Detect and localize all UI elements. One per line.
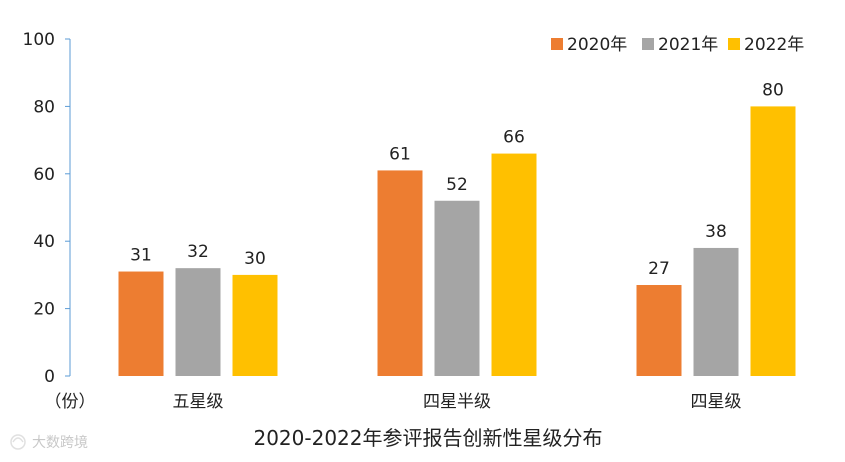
axis-layer: 0 20 40 60 80 100 <box>23 30 71 387</box>
y-tick-label: 80 <box>33 97 55 117</box>
bar <box>750 106 796 377</box>
bar <box>491 153 537 376</box>
bars-layer <box>118 106 796 377</box>
data-label: 31 <box>130 246 152 266</box>
bar <box>175 268 221 376</box>
legend-swatch <box>642 38 654 50</box>
data-label: 80 <box>762 80 784 100</box>
y-tick-label: 0 <box>44 367 55 387</box>
data-label: 27 <box>648 259 670 279</box>
legend-label: 2020年 <box>567 35 627 55</box>
legend-item: 2022年 <box>728 35 804 55</box>
watermark-logo-icon <box>10 434 26 450</box>
y-unit-label: （份） <box>45 392 96 412</box>
legend-swatch <box>551 38 563 50</box>
legend: 2020年 2021年 2022年 <box>551 35 804 55</box>
data-label: 52 <box>446 175 468 195</box>
data-label: 32 <box>187 242 209 262</box>
bar <box>693 247 739 376</box>
y-tick-label: 20 <box>33 300 55 320</box>
legend-label: 2022年 <box>744 35 804 55</box>
bar <box>434 200 480 376</box>
y-tick-label: 100 <box>23 30 55 50</box>
x-category-label: 四星半级 <box>423 392 491 412</box>
data-label: 30 <box>244 249 266 269</box>
bar <box>118 271 164 376</box>
chart-title: 2020-2022年参评报告创新性星级分布 <box>253 426 602 450</box>
watermark-text: 大数跨境 <box>32 435 88 451</box>
data-label: 38 <box>705 222 727 242</box>
legend-label: 2021年 <box>658 35 718 55</box>
legend-item: 2021年 <box>642 35 718 55</box>
labels-layer: 五星级 四星半级 四星级 31 61 27 32 52 38 30 66 80 <box>130 80 784 412</box>
x-category-label: 五星级 <box>173 392 224 412</box>
legend-item: 2020年 <box>551 35 627 55</box>
bar <box>232 274 278 376</box>
y-tick-label: 60 <box>33 165 55 185</box>
x-category-label: 四星级 <box>691 392 742 412</box>
watermark: 大数跨境 <box>10 434 88 451</box>
data-label: 66 <box>503 128 525 148</box>
legend-swatch <box>728 38 740 50</box>
data-label: 61 <box>389 144 411 164</box>
bar <box>636 285 682 376</box>
bar <box>377 170 423 376</box>
y-tick-label: 40 <box>33 232 55 252</box>
